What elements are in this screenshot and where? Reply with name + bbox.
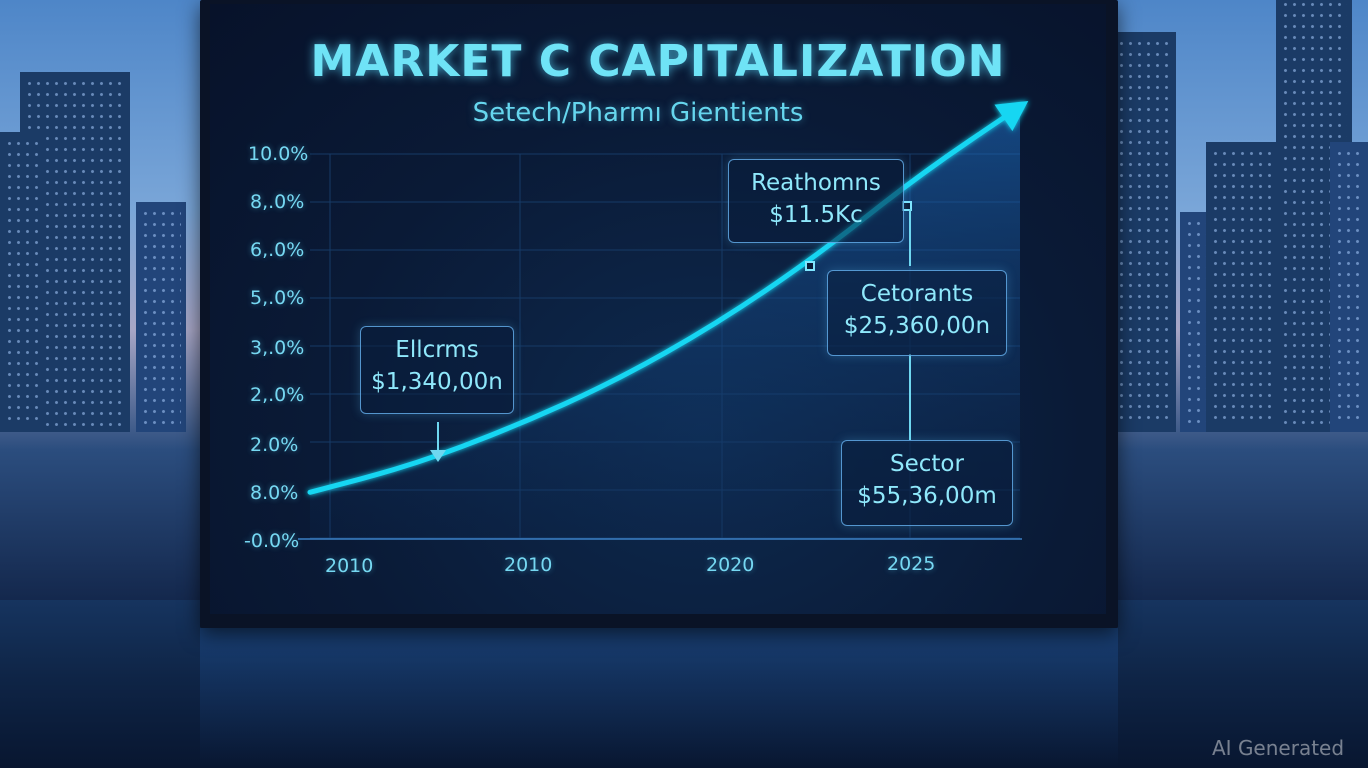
skyscraper — [136, 202, 186, 432]
y-tick-label: 5,.0% — [250, 287, 305, 309]
callout-label: Cetorants — [860, 281, 974, 307]
y-tick-label: 10.0% — [248, 143, 309, 165]
y-tick-label: 8,.0% — [250, 191, 305, 213]
y-tick-label: 3,.0% — [250, 337, 305, 359]
connectors — [430, 209, 911, 462]
arrow-head — [994, 101, 1029, 132]
x-tick-label: 2010 — [325, 555, 374, 577]
y-tick-label: -0.0% — [244, 530, 300, 552]
x-tick-label: 2025 — [887, 553, 936, 575]
callout-label: Sector — [890, 451, 964, 477]
x-tick-label: 2010 — [504, 554, 553, 576]
reflective-floor — [0, 600, 1368, 768]
screen-reflection — [200, 628, 1118, 768]
area-fill — [310, 106, 1020, 540]
y-tick-label: 2.0% — [250, 434, 299, 456]
y-tick-label: 8.0% — [250, 482, 299, 504]
callout-cetorants: Cetorants $25,360,00n — [827, 270, 1007, 356]
skyscraper — [0, 132, 45, 432]
x-tick-label: 2020 — [706, 554, 755, 576]
data-marker — [902, 201, 912, 211]
y-tick-label: 6,.0% — [250, 239, 305, 261]
callout-arrow — [430, 450, 446, 462]
callout-value: $1,340,00n — [371, 369, 503, 395]
skyscraper — [1206, 142, 1276, 432]
chart-title: MARKET C CAPITALIZATION — [310, 36, 1006, 87]
series-line — [307, 104, 1023, 495]
callout-reathomns: Reathomns $11.5Kc — [728, 159, 904, 243]
skyscraper — [1112, 32, 1176, 432]
callout-ellcrms: Ellcrms $1,340,00n — [360, 326, 514, 414]
callout-sector: Sector $55,36,00m — [841, 440, 1013, 526]
callout-value: $11.5Kc — [769, 202, 863, 228]
skyscraper — [1330, 142, 1368, 432]
callout-label: Ellcrms — [395, 337, 479, 363]
callout-label: Reathomns — [751, 170, 881, 196]
data-marker — [805, 261, 815, 271]
chart-screen: MARKET C CAPITALIZATION Setech/Pharmı Gi… — [210, 4, 1106, 614]
y-tick-label: 2,.0% — [250, 384, 305, 406]
ai-generated-watermark: AI Generated — [1212, 736, 1345, 760]
callout-value: $25,360,00n — [843, 313, 991, 339]
callout-value: $55,36,00m — [857, 483, 997, 509]
chart-subtitle: Setech/Pharmı Gientients — [472, 98, 804, 128]
